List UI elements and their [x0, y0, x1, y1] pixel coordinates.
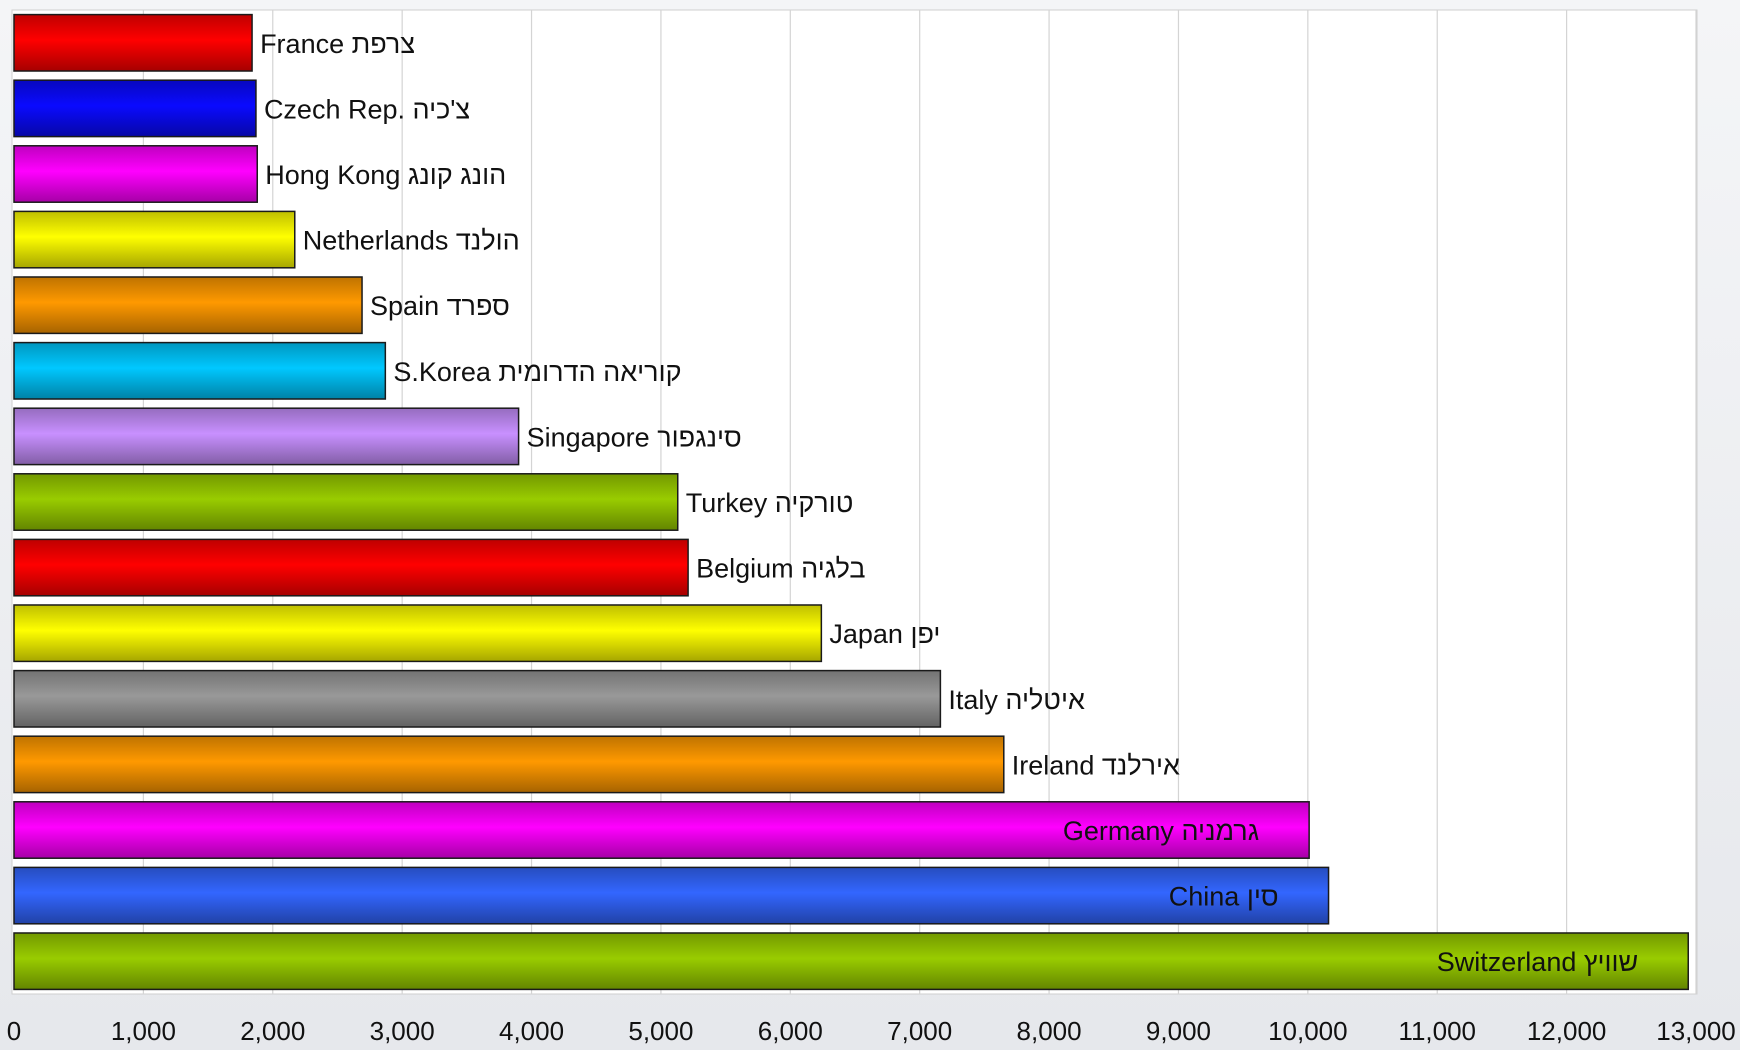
- x-tick-label: 2,000: [240, 1016, 305, 1046]
- bar: [13, 866, 1330, 925]
- x-tick-label: 5,000: [628, 1016, 693, 1046]
- bar-label: Italy איטליה: [948, 685, 1085, 715]
- bar-label: Germany גרמניה: [1063, 816, 1259, 846]
- bar-label: Spain ספרד: [370, 291, 510, 321]
- bar-label: Hong Kong הונג קונג: [265, 160, 506, 190]
- bar: [13, 538, 689, 597]
- bar: [13, 604, 823, 663]
- bar: [13, 210, 296, 269]
- x-tick-label: 3,000: [370, 1016, 435, 1046]
- bar-label: Switzerland שוויץ: [1437, 947, 1638, 977]
- x-tick-label: 9,000: [1146, 1016, 1211, 1046]
- bar-label: Turkey טורקיה: [686, 488, 854, 518]
- bar: [13, 801, 1310, 859]
- x-tick-label: 12,000: [1527, 1016, 1607, 1046]
- bar: [13, 145, 258, 203]
- x-axis-ticks: 0 1,000 2,000 3,000 4,000 5,000 6,000 7,000 8,00…: [7, 1016, 1736, 1046]
- bar-label: Ireland אירלנד: [1012, 750, 1180, 780]
- bar: [13, 79, 257, 138]
- bar: [13, 276, 363, 335]
- bar: [13, 341, 387, 400]
- bar: [13, 932, 1689, 991]
- x-tick-label: 0: [7, 1016, 21, 1046]
- bar: [13, 13, 253, 72]
- bar: [13, 735, 1005, 794]
- x-tick-label: 6,000: [758, 1016, 823, 1046]
- bar-label: France צרפת: [260, 29, 415, 59]
- bar-label: Czech Rep. צ'כיה: [264, 94, 470, 124]
- bars: [13, 13, 1689, 991]
- bar: [13, 669, 942, 728]
- bar-label: Japan יפן: [829, 619, 940, 649]
- bar-labels: France צרפת Czech Rep. צ'כיה Hong Kong הונ…: [260, 29, 1638, 977]
- x-tick-label: 10,000: [1268, 1016, 1348, 1046]
- x-tick-label: 7,000: [887, 1016, 952, 1046]
- x-tick-label: 13,000: [1656, 1016, 1736, 1046]
- x-tick-label: 4,000: [499, 1016, 564, 1046]
- bar-label: S.Korea קוריאה הדרומית: [393, 357, 681, 387]
- x-tick-label: 8,000: [1017, 1016, 1082, 1046]
- x-tick-label: 1,000: [111, 1016, 176, 1046]
- bar-label: Belgium בלגיה: [696, 554, 865, 584]
- bar: [13, 473, 679, 531]
- x-tick-label: 11,000: [1398, 1016, 1476, 1046]
- bar-label: Netherlands הולנד: [303, 226, 520, 256]
- bar: [13, 407, 520, 466]
- bar-label: China סין: [1169, 882, 1279, 912]
- bar-label: Singapore סינגפור: [527, 422, 742, 452]
